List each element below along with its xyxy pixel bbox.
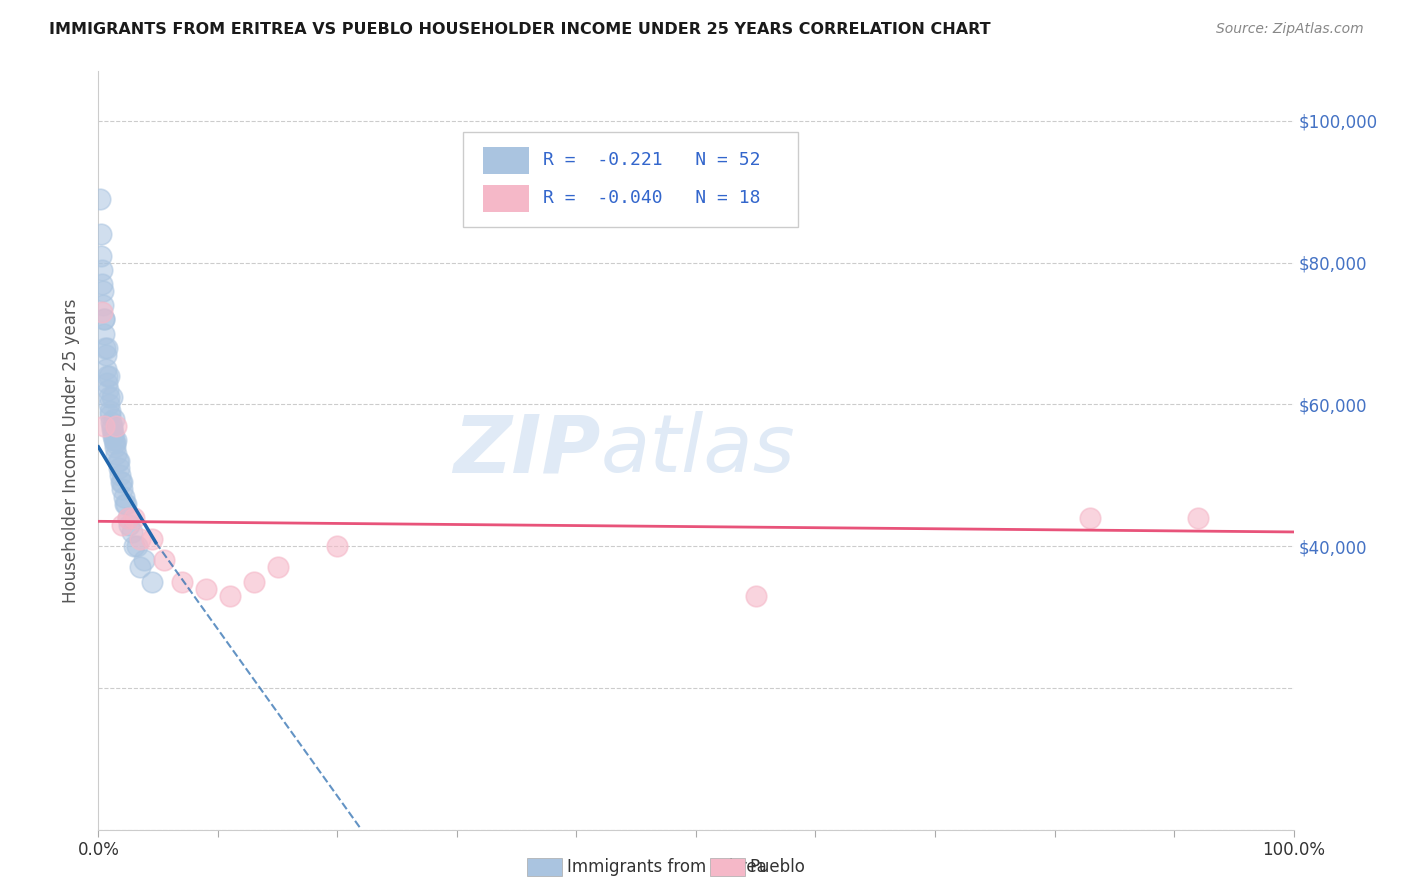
Point [105, 418, 128, 433]
Text: R =  -0.040   N = 18: R = -0.040 N = 18 [543, 189, 761, 207]
Point [104, 440, 127, 454]
Point [94, 341, 117, 355]
Point [91, 305, 114, 319]
Point [1187, 510, 1209, 524]
Point [96, 341, 118, 355]
Text: Immigrants from Eritrea: Immigrants from Eritrea [567, 858, 766, 876]
Point [107, 461, 129, 475]
Point [90, 227, 112, 242]
Point [93, 418, 115, 433]
Y-axis label: Householder Income Under 25 years: Householder Income Under 25 years [62, 298, 80, 603]
Point [91, 277, 114, 291]
Point [93, 312, 115, 326]
Point [243, 574, 266, 589]
Point [124, 539, 146, 553]
Point [107, 454, 129, 468]
Point [89, 192, 111, 206]
Point [125, 539, 148, 553]
Point [117, 510, 139, 524]
Point [1080, 510, 1102, 524]
Text: R =  -0.221   N = 52: R = -0.221 N = 52 [543, 151, 761, 169]
Point [96, 362, 118, 376]
Point [132, 553, 155, 567]
Point [105, 433, 128, 447]
Point [195, 582, 218, 596]
FancyBboxPatch shape [484, 147, 529, 174]
Point [103, 429, 125, 443]
Point [94, 348, 117, 362]
Point [103, 433, 125, 447]
Text: ZIP: ZIP [453, 411, 600, 490]
Point [114, 497, 136, 511]
Point [115, 497, 138, 511]
Point [98, 397, 121, 411]
Point [96, 369, 118, 384]
Point [101, 425, 124, 440]
Point [97, 383, 120, 397]
Point [111, 475, 134, 490]
Point [153, 553, 176, 567]
Point [100, 415, 122, 429]
Point [101, 422, 124, 436]
Point [117, 510, 139, 524]
Point [107, 454, 129, 468]
Point [100, 390, 122, 404]
Point [93, 312, 115, 326]
FancyBboxPatch shape [484, 185, 529, 211]
Text: IMMIGRANTS FROM ERITREA VS PUEBLO HOUSEHOLDER INCOME UNDER 25 YEARS CORRELATION : IMMIGRANTS FROM ERITREA VS PUEBLO HOUSEH… [49, 22, 991, 37]
Point [267, 560, 290, 574]
Text: Source: ZipAtlas.com: Source: ZipAtlas.com [1216, 22, 1364, 37]
Point [111, 517, 134, 532]
Point [112, 490, 135, 504]
Point [98, 404, 121, 418]
Point [98, 369, 121, 384]
Point [219, 589, 242, 603]
Point [141, 574, 163, 589]
Point [91, 284, 114, 298]
Point [103, 411, 125, 425]
Point [141, 532, 163, 546]
Point [129, 532, 152, 546]
Point [97, 390, 120, 404]
Point [121, 524, 143, 539]
Point [326, 539, 349, 553]
Text: Pueblo: Pueblo [749, 858, 806, 876]
Point [93, 326, 115, 341]
FancyBboxPatch shape [463, 132, 797, 227]
Point [103, 436, 125, 450]
Point [124, 510, 146, 524]
Point [172, 574, 194, 589]
Point [118, 517, 141, 532]
Point [96, 376, 118, 391]
Point [105, 447, 128, 461]
Point [100, 418, 122, 433]
Point [108, 468, 131, 483]
Text: atlas: atlas [600, 411, 796, 490]
Point [90, 249, 112, 263]
Point [111, 483, 134, 497]
Point [98, 408, 122, 422]
Point [91, 262, 114, 277]
Point [745, 589, 768, 603]
Point [129, 560, 152, 574]
Point [91, 298, 114, 312]
Point [110, 475, 132, 490]
